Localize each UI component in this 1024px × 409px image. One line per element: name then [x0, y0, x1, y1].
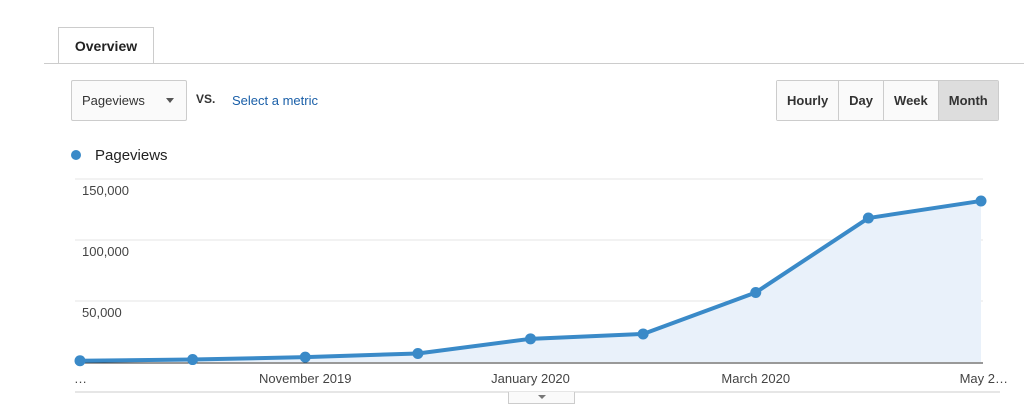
y-tick-label: 100,000 — [82, 244, 129, 259]
tab-rule — [44, 63, 1024, 64]
point — [975, 195, 987, 207]
point — [750, 286, 762, 298]
y-tick-label: 150,000 — [82, 183, 129, 198]
point — [525, 333, 536, 345]
x-tick-label: January 2020 — [491, 371, 570, 386]
metric-dropdown[interactable]: Pageviews — [71, 80, 187, 121]
point — [74, 355, 86, 367]
point — [187, 354, 199, 366]
overview-tab[interactable]: Overview — [58, 27, 154, 63]
interval-button[interactable]: Hourly — [777, 81, 839, 120]
x-tick-label: … — [74, 371, 87, 386]
interval-button[interactable]: Day — [838, 81, 884, 120]
expand-arrow — [538, 395, 546, 403]
metric-label: Pageviews — [82, 93, 145, 108]
vs-label: VS. — [196, 92, 216, 106]
point — [412, 347, 424, 359]
interval-button[interactable]: Week — [883, 81, 938, 120]
point — [637, 328, 649, 340]
point — [862, 212, 874, 224]
interval-button[interactable]: Month — [937, 81, 998, 120]
x-tick-label: March 2020 — [721, 371, 790, 386]
select-metric-link[interactable]: Select a metric — [232, 93, 318, 108]
y-tick-label: 50,000 — [82, 305, 122, 320]
legend-label: Pageviews — [95, 147, 168, 164]
legend-dot — [71, 150, 81, 160]
area — [80, 200, 981, 362]
x-tick-label: November 2019 — [259, 371, 352, 386]
dropdown-arrow — [166, 98, 174, 107]
expand-handle[interactable] — [508, 392, 575, 404]
point — [299, 351, 311, 363]
x-tick-label: May 2… — [960, 371, 1008, 386]
interval-buttons: Hourly Day Week Month — [776, 80, 999, 121]
